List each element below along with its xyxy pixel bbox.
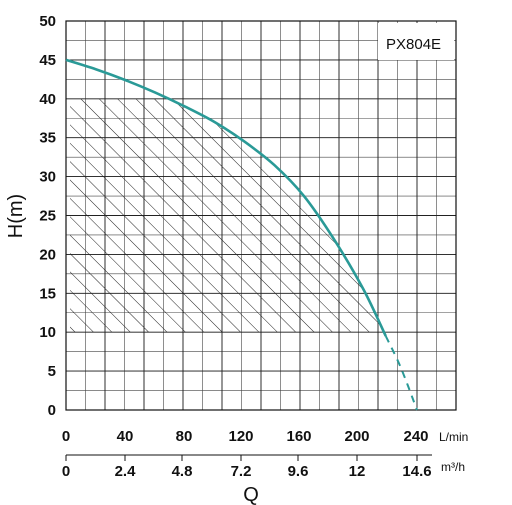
x-tick-label-lmin: 240 [403, 428, 428, 445]
x-tick-label-m3h: 14.6 [402, 463, 431, 480]
y-tick-label: 50 [39, 13, 56, 30]
x-tick-label-m3h: 4.8 [172, 463, 193, 480]
x-tick-label-lmin: 40 [117, 428, 134, 445]
y-tick-label: 40 [39, 91, 56, 108]
y-tick-label: 25 [39, 208, 56, 225]
x-tick-label-lmin: 200 [344, 428, 369, 445]
y-tick-label: 30 [39, 169, 56, 186]
x-tick-label-m3h: 9.6 [288, 463, 309, 480]
x-axis-title: Q [243, 484, 259, 505]
legend-background [378, 23, 454, 60]
x-tick-labels-m3h: 0 2.4 4.8 7.2 9.6 12 14.6 [62, 455, 432, 480]
x-unit-lmin: L/min [439, 430, 468, 444]
y-tick-label: 20 [39, 246, 56, 263]
x-tick-label-lmin: 0 [62, 428, 70, 445]
x-tick-label-lmin: 80 [176, 428, 193, 445]
plot-frame [65, 20, 457, 411]
x-unit-m3h: m³/h [441, 460, 465, 474]
y-tick-label: 15 [39, 285, 56, 302]
y-tick-label: 0 [48, 402, 56, 419]
y-tick-label: 5 [48, 363, 56, 380]
y-axis-title: H(m) [5, 194, 27, 238]
x-tick-label-m3h: 0 [62, 463, 70, 480]
model-label: PX804E [386, 36, 441, 53]
y-tick-label: 10 [39, 324, 56, 341]
y-tick-labels: 0 5 10 15 20 25 30 35 40 45 50 [39, 13, 56, 419]
x-tick-label-m3h: 12 [349, 463, 366, 480]
x-tick-label-lmin: 120 [228, 428, 253, 445]
curve-solid [65, 58, 387, 337]
x-tick-label-m3h: 2.4 [115, 463, 137, 480]
legend-box: PX804E [378, 23, 454, 60]
y-tick-label: 35 [39, 130, 56, 147]
x-tick-label-m3h: 7.2 [231, 463, 252, 480]
curve-group [65, 58, 418, 411]
x-tick-labels-lmin: 0 40 80 120 160 200 240 [62, 428, 429, 445]
y-tick-label: 45 [39, 52, 56, 69]
x-tick-label-lmin: 160 [286, 428, 311, 445]
curve-dashed [384, 335, 418, 411]
